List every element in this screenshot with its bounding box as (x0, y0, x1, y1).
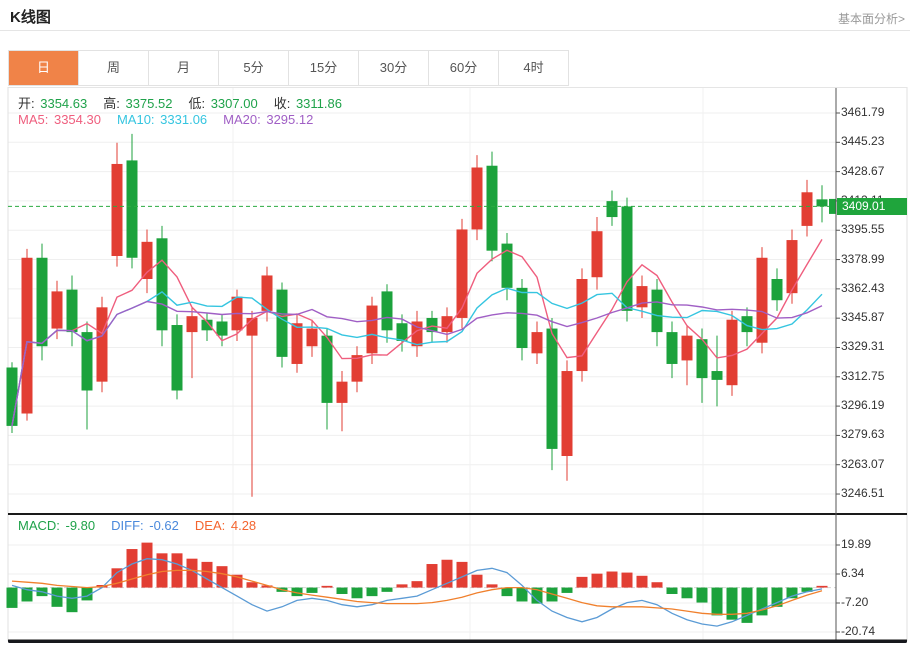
price-axis-label: 3296.19 (841, 398, 885, 413)
price-axis-label: 3378.99 (841, 251, 885, 266)
tab-60分[interactable]: 60分 (429, 51, 499, 85)
price-axis-label: 3263.07 (841, 456, 885, 471)
ma5-line (11, 239, 823, 427)
tab-15分[interactable]: 15分 (289, 51, 359, 85)
price-axis-label: 3362.43 (841, 280, 885, 295)
page-title: K线图 (10, 9, 51, 26)
price-axis-label: 3279.63 (841, 427, 885, 442)
tab-月[interactable]: 月 (149, 51, 219, 85)
price-axis-label: 3445.23 (841, 134, 885, 149)
axis-ticks (836, 112, 840, 633)
tab-日[interactable]: 日 (9, 51, 79, 85)
legend-item: MA5: 3354.30 (18, 112, 101, 127)
macd-axis-label: -7.20 (841, 595, 869, 609)
price-axis-label: 3345.87 (841, 310, 885, 325)
tab-30分[interactable]: 30分 (359, 51, 429, 85)
tab-4时[interactable]: 4时 (499, 51, 568, 85)
macd-axis-label: 6.34 (841, 566, 865, 580)
macd-legend: MACD: -9.80 DIFF: -0.62 DEA: 4.28 (18, 518, 272, 533)
ohlc-legend: 开: 3354.63 高: 3375.52 低: 3307.00 收: 3311.86 (18, 93, 358, 112)
price-axis-label: 3329.31 (841, 339, 885, 354)
interval-tabs: 日周月 5分 15分 30分 60分 4时 (8, 50, 569, 86)
diff-line (11, 558, 823, 627)
current-price-badge: 3409.01 (837, 197, 907, 215)
fundamental-analysis-link[interactable]: 基本面分析> (837, 12, 905, 26)
candles (6, 133, 828, 497)
legend-item: MACD: -9.80 (18, 518, 96, 533)
tab-5分[interactable]: 5分 (219, 51, 289, 85)
tab-周[interactable]: 周 (79, 51, 149, 85)
legend-item: MA10: 3331.06 (116, 112, 208, 127)
ma-legend: MA5: 3354.30 MA10: 3331.06 MA20: 3295.12 (18, 112, 329, 127)
legend-item: 高: 3375.52 (103, 96, 173, 111)
legend-item: 开: 3354.63 (18, 96, 88, 111)
header-divider (0, 30, 910, 31)
legend-item: DIFF: -0.62 (111, 518, 179, 533)
legend-item: DEA: 4.28 (194, 518, 257, 533)
forming-candle (829, 198, 836, 214)
macd-bars (6, 542, 828, 623)
dea-line (11, 569, 823, 615)
chart-scrollbar[interactable] (8, 640, 907, 643)
ma-lines (11, 239, 823, 427)
legend-item: MA20: 3295.12 (223, 112, 314, 127)
legend-item: 收: 3311.86 (273, 96, 342, 111)
price-axis-label: 3246.51 (841, 486, 885, 501)
price-axis-label: 3312.75 (841, 368, 885, 383)
macd-axis-label: 19.89 (841, 537, 872, 551)
macd-axis-label: -20.74 (841, 624, 876, 638)
price-axis-label: 3428.67 (841, 163, 885, 178)
legend-item: 低: 3307.00 (188, 96, 258, 111)
price-axis-label: 3395.55 (841, 222, 885, 237)
ma20-line (11, 300, 823, 427)
price-axis-label: 3461.79 (841, 105, 885, 119)
